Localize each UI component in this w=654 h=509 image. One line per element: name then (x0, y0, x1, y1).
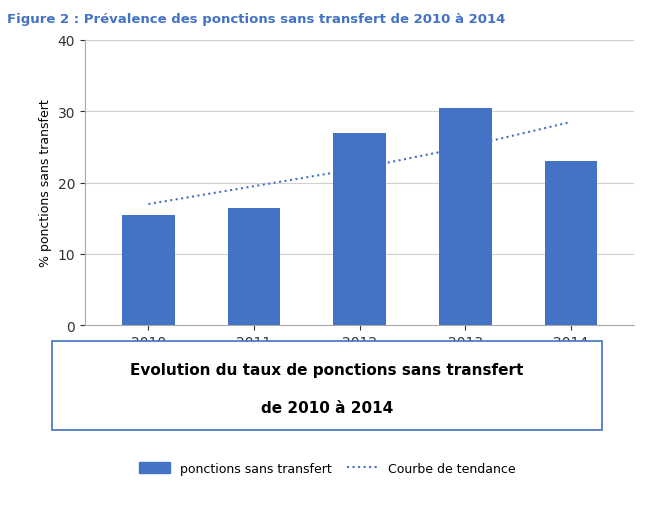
Legend: ponctions sans transfert, Courbe de tendance: ponctions sans transfert, Courbe de tend… (133, 457, 521, 480)
Text: Evolution du taux de ponctions sans transfert: Evolution du taux de ponctions sans tran… (130, 362, 524, 377)
Bar (228, 208, 281, 326)
Text: Figure 2 : Prévalence des ponctions sans transfert de 2010 à 2014: Figure 2 : Prévalence des ponctions sans… (7, 13, 505, 25)
Bar (122, 215, 175, 326)
X-axis label: Année: Année (337, 355, 382, 369)
Bar (334, 133, 386, 326)
Text: de 2010 à 2014: de 2010 à 2014 (261, 401, 393, 415)
Bar (545, 162, 597, 326)
Bar (439, 108, 492, 326)
Y-axis label: % ponctions sans transfert: % ponctions sans transfert (39, 100, 52, 267)
FancyBboxPatch shape (52, 341, 602, 430)
